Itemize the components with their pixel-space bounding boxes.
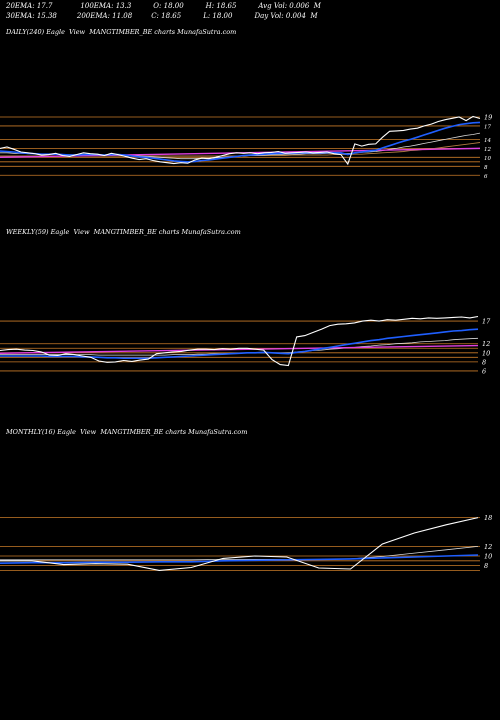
low-label: L: 18.00 bbox=[203, 12, 233, 20]
ema100-label: 100EMA: 13.3 bbox=[80, 2, 132, 10]
tick-label-10: 10 bbox=[484, 156, 491, 162]
tick-label-6: 6 bbox=[484, 174, 488, 180]
ema30-label: 30EMA: 15.38 bbox=[6, 12, 57, 20]
ema-fast-line bbox=[0, 328, 479, 359]
avg-vol-label: Avg Vol: 0.006 M bbox=[258, 2, 321, 10]
tick-label-10: 10 bbox=[484, 553, 492, 561]
tick-label-8: 8 bbox=[484, 165, 488, 171]
daily-panel-label: DAILY(240) Eagle View MANGTIMBER_BE char… bbox=[6, 28, 237, 36]
monthly-chart: 18 12 108 bbox=[0, 514, 492, 571]
tick-label-14: 14 bbox=[484, 138, 491, 144]
tick-label-8: 8 bbox=[482, 358, 486, 366]
tick-label-12: 12 bbox=[482, 340, 490, 348]
daily-chart: 19 17 14 12 10 8 6 bbox=[0, 113, 492, 180]
tick-label-12: 12 bbox=[484, 543, 492, 551]
ema-mid-line bbox=[0, 546, 479, 561]
tick-label-17: 17 bbox=[484, 124, 491, 130]
tick-label-19: 19 bbox=[484, 113, 492, 121]
ema200-label: 200EMA: 11.08 bbox=[76, 12, 133, 20]
weekly-panel-label: WEEKLY(59) Eagle View MANGTIMBER_BE char… bbox=[6, 228, 241, 236]
tick-label-17: 17 bbox=[482, 318, 491, 326]
tick-label-6: 6 bbox=[482, 367, 486, 375]
tick-label-10: 10 bbox=[482, 349, 490, 357]
monthly-panel-label: MONTHLY(16) Eagle View MANGTIMBER_BE cha… bbox=[6, 428, 248, 436]
price-line bbox=[0, 115, 481, 166]
magenta-line bbox=[0, 344, 479, 354]
ema20-label: 20EMA: 17.7 bbox=[6, 2, 53, 10]
tick-label-12: 12 bbox=[484, 147, 491, 153]
day-vol-label: Day Vol: 0.004 M bbox=[254, 12, 318, 20]
ema-fast-line bbox=[0, 121, 481, 163]
high-label: H: 18.65 bbox=[205, 2, 237, 10]
tick-label-18: 18 bbox=[484, 514, 492, 522]
price-line bbox=[0, 315, 479, 367]
ema-fast-line bbox=[0, 554, 479, 564]
price-line bbox=[0, 517, 479, 571]
close-label: C: 18.65 bbox=[151, 12, 182, 20]
open-label: O: 18.00 bbox=[153, 2, 184, 10]
tick-label-8: 8 bbox=[484, 562, 488, 570]
